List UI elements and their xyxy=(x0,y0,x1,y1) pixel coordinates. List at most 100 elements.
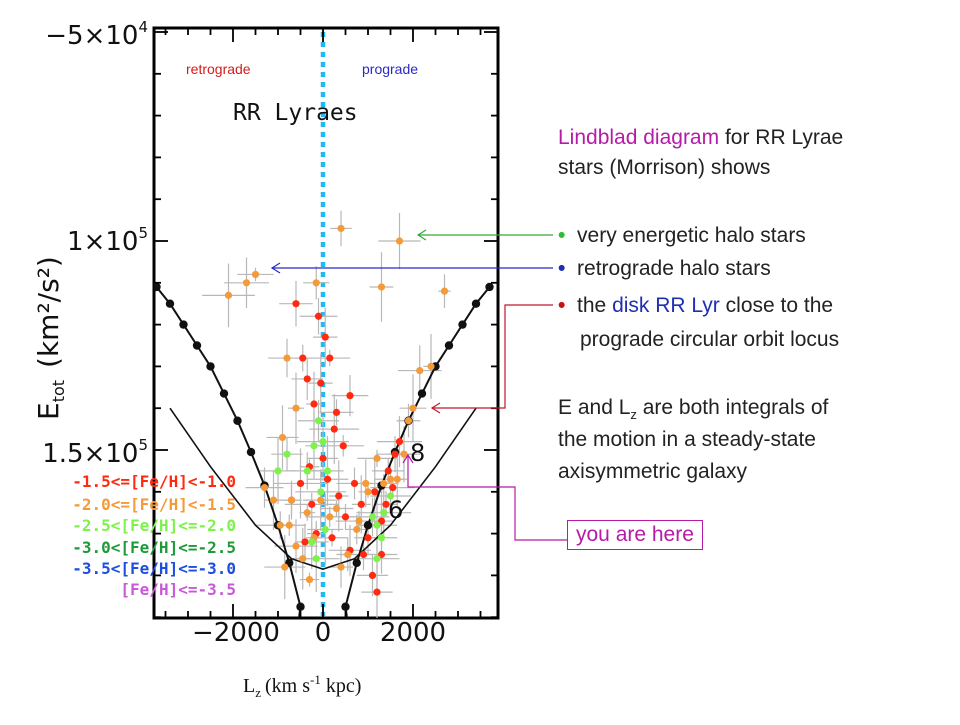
locus-dot xyxy=(363,521,373,530)
data-point xyxy=(303,467,311,475)
data-point xyxy=(332,408,341,416)
annotation-arrows xyxy=(270,229,567,541)
data-point xyxy=(283,354,291,362)
data-point xyxy=(355,517,363,525)
data-point xyxy=(341,513,350,521)
chart-title: RR Lyraes xyxy=(233,100,358,126)
y-axis-label: Etot(km²/s²) xyxy=(32,256,68,420)
locus-dot xyxy=(179,320,188,329)
y-tick-label: 1×105 xyxy=(67,224,148,257)
data-point xyxy=(409,404,417,412)
data-point xyxy=(292,404,300,412)
label-retrograde: retrograde xyxy=(186,61,251,77)
data-point xyxy=(283,450,291,458)
plot-frame xyxy=(152,26,500,620)
arrowhead xyxy=(416,229,427,241)
data-point xyxy=(292,542,300,550)
data-point xyxy=(386,492,395,500)
data-point xyxy=(359,550,368,559)
data-point xyxy=(393,475,401,483)
data-point xyxy=(323,467,332,475)
arrow-you-are-here xyxy=(407,455,567,541)
data-point xyxy=(377,283,386,291)
locus-dot xyxy=(154,282,161,292)
lindblad-diagram-term: Lindblad diagram xyxy=(558,126,720,149)
x-tick-label: −2000 xyxy=(192,618,280,648)
data-point xyxy=(292,300,300,308)
data-point xyxy=(364,488,372,496)
bullet-dot: • xyxy=(558,294,566,317)
data-point xyxy=(371,488,379,496)
locus-dot xyxy=(246,447,256,457)
annotation-line-2: stars (Morrison) shows xyxy=(558,156,771,179)
annotation-line-1: Lindblad diagram for RR Lyrae xyxy=(558,124,843,152)
annotation-text: for RR Lyrae xyxy=(719,126,844,149)
data-point xyxy=(339,442,347,450)
zero-lz-curve xyxy=(169,407,477,570)
locus-dot xyxy=(352,558,361,568)
data-point xyxy=(281,563,289,571)
label-prograde: prograde xyxy=(362,61,418,77)
bullet-text: very energetic halo stars xyxy=(577,224,806,247)
arrowhead xyxy=(430,402,441,414)
locus-dot xyxy=(206,362,215,371)
locus-dot xyxy=(444,341,454,350)
arrowhead xyxy=(270,262,281,274)
legend-entry: -2.5<[Fe/H]<=-2.0 xyxy=(72,516,236,535)
data-point xyxy=(373,588,381,596)
disk-rr-lyr-term: disk RR Lyr xyxy=(612,294,720,317)
data-point xyxy=(440,287,449,295)
data-point xyxy=(310,442,318,450)
data-point xyxy=(321,333,329,341)
data-point xyxy=(269,496,278,504)
arrowhead xyxy=(402,453,414,464)
data-point xyxy=(317,488,325,496)
data-point xyxy=(395,237,404,245)
data-point xyxy=(368,513,377,521)
locus-dot xyxy=(471,299,481,308)
x-tick-label: 0 xyxy=(315,618,332,648)
bullet-retrograde: • retrograde halo stars xyxy=(558,255,771,283)
data-point xyxy=(308,500,316,508)
data-point xyxy=(380,509,388,517)
data-point xyxy=(380,479,388,488)
integrals-sub: z xyxy=(630,407,637,423)
data-point xyxy=(377,534,386,542)
data-point xyxy=(364,534,372,542)
integrals-line-3: axisymmetric galaxy xyxy=(558,460,748,483)
data-point xyxy=(299,555,307,563)
data-point xyxy=(312,555,320,563)
data-point xyxy=(386,475,395,483)
data-point xyxy=(314,312,323,320)
data-point xyxy=(384,467,392,475)
integrals-text: are both integrals of xyxy=(636,396,829,419)
locus-dot xyxy=(485,282,494,292)
locus-dot xyxy=(165,299,175,308)
y-tick-label: −5×104 xyxy=(45,18,148,51)
data-point xyxy=(317,379,325,387)
data-point xyxy=(395,438,404,446)
locus-dot xyxy=(417,389,427,398)
data-point xyxy=(224,291,233,299)
data-point xyxy=(242,279,251,287)
data-point xyxy=(323,475,332,483)
data-point xyxy=(357,500,365,508)
locus-dot xyxy=(219,389,229,398)
data-point xyxy=(337,563,345,571)
metallicity-legend: -1.5<=[Fe/H]<-1.0 -2.0<=[Fe/H]<-1.5 -2.5… xyxy=(72,472,236,599)
y-tick-labels: −5×104 1×105 1.5×105 xyxy=(42,18,148,469)
bullet-text: close to the xyxy=(719,294,834,317)
locus-label-6: 6 xyxy=(388,496,403,524)
data-point xyxy=(276,521,284,529)
legend-entry: -3.5<[Fe/H]<=-3.0 xyxy=(72,559,236,578)
data-point xyxy=(337,224,345,233)
data-point xyxy=(330,425,338,433)
data-point xyxy=(373,555,381,563)
data-point xyxy=(326,513,334,521)
data-point xyxy=(350,479,359,488)
data-point xyxy=(404,417,413,425)
data-point xyxy=(305,575,314,584)
data-point xyxy=(373,454,381,462)
data-point xyxy=(344,550,352,559)
